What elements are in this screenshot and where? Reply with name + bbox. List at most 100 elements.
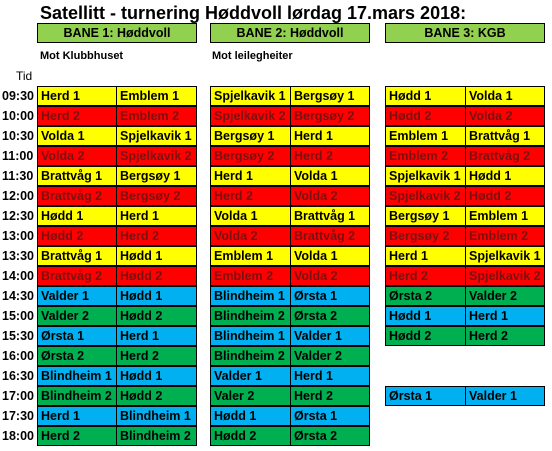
time-slot: 13:00 <box>2 229 34 243</box>
match-away-team: Brattvåg 1 <box>465 126 545 146</box>
match-home-team: Spjelkavik 1 <box>210 86 291 106</box>
match-home-team: Ørsta 2 <box>385 286 466 306</box>
match-away-team: Spjelkavik 2 <box>116 146 197 166</box>
match-away-team: Hødd 1 <box>465 166 545 186</box>
match-away-team: Volda 1 <box>465 86 545 106</box>
match-home-team: Brattvåg 1 <box>37 246 117 266</box>
match-home-team: Herd 1 <box>385 246 466 266</box>
time-slot: 11:30 <box>2 169 34 183</box>
match-away-team: Emblem 1 <box>465 206 545 226</box>
match-home-team: Bergsøy 1 <box>385 206 466 226</box>
match-away-team: Herd 2 <box>116 346 197 366</box>
match-away-team: Spjelkavik 1 <box>465 246 545 266</box>
match-away-team: Brattvåg 2 <box>290 226 370 246</box>
time-column-header: Tid <box>16 69 33 83</box>
match-home-team: Spjelkavik 2 <box>385 186 466 206</box>
match-home-team: Valder 1 <box>210 366 291 386</box>
match-home-team: Brattvåg 2 <box>37 186 117 206</box>
match-away-team: Hødd 1 <box>116 366 197 386</box>
match-away-team: Herd 1 <box>116 206 197 226</box>
match-away-team: Herd 1 <box>116 326 197 346</box>
match-home-team: Valer 2 <box>210 386 291 406</box>
time-slot: 14:00 <box>2 269 34 283</box>
match-home-team: Bergsøy 2 <box>210 146 291 166</box>
match-away-team: Brattvåg 2 <box>465 146 545 166</box>
match-home-team: Blindheim 2 <box>210 306 291 326</box>
time-slot: 15:30 <box>2 329 34 343</box>
match-home-team: Spjelkavik 2 <box>210 106 291 126</box>
match-away-team: Herd 2 <box>465 326 545 346</box>
match-home-team: Blindheim 2 <box>37 386 117 406</box>
match-away-team: Hødd 2 <box>116 386 197 406</box>
match-home-team: Volda 1 <box>210 206 291 226</box>
match-home-team: Hødd 1 <box>385 86 466 106</box>
match-home-team: Emblem 2 <box>210 266 291 286</box>
match-home-team: Blindheim 1 <box>37 366 117 386</box>
match-home-team: Hødd 2 <box>37 226 117 246</box>
match-home-team: Blindheim 1 <box>210 286 291 306</box>
match-away-team: Blindheim 2 <box>116 426 197 446</box>
match-away-team: Hødd 1 <box>116 246 197 266</box>
match-home-team: Herd 2 <box>37 106 117 126</box>
match-home-team: Hødd 1 <box>385 306 466 326</box>
match-away-team: Bergsøy 1 <box>116 166 197 186</box>
time-slot: 17:00 <box>2 389 34 403</box>
match-away-team: Valder 2 <box>465 286 545 306</box>
schedule-title: Satellitt - turnering Høddvoll lørdag 17… <box>40 3 467 23</box>
time-slot: 10:00 <box>2 109 34 123</box>
match-away-team: Emblem 1 <box>116 86 197 106</box>
match-home-team: Blindheim 1 <box>210 326 291 346</box>
time-slot: 11:00 <box>2 149 34 163</box>
time-slot: 15:00 <box>2 309 34 323</box>
match-home-team: Bergsøy 1 <box>210 126 291 146</box>
match-away-team: Valder 1 <box>465 386 545 406</box>
match-away-team: Herd 1 <box>465 306 545 326</box>
match-away-team: Valder 1 <box>290 326 370 346</box>
match-home-team: Brattvåg 2 <box>37 266 117 286</box>
match-away-team: Hødd 2 <box>465 186 545 206</box>
match-home-team: Herd 2 <box>385 266 466 286</box>
match-home-team: Emblem 1 <box>385 126 466 146</box>
match-away-team: Ørsta 1 <box>290 286 370 306</box>
match-away-team: Herd 1 <box>290 126 370 146</box>
time-slot: 16:00 <box>2 349 34 363</box>
court-2-header: BANE 2: Høddvoll <box>210 23 370 43</box>
match-away-team: Valder 2 <box>290 346 370 366</box>
match-home-team: Hødd 2 <box>385 326 466 346</box>
match-away-team: Hødd 2 <box>116 266 197 286</box>
match-away-team: Volda 1 <box>290 166 370 186</box>
match-home-team: Valder 1 <box>37 286 117 306</box>
match-home-team: Herd 2 <box>210 186 291 206</box>
time-slot: 16:30 <box>2 369 34 383</box>
match-away-team: Volda 2 <box>465 106 545 126</box>
match-home-team: Volda 1 <box>37 126 117 146</box>
match-home-team: Hødd 2 <box>210 426 291 446</box>
match-away-team: Herd 2 <box>116 226 197 246</box>
time-slot: 13:30 <box>2 249 34 263</box>
match-home-team: Bergsøy 2 <box>385 226 466 246</box>
court-1-header: BANE 1: Høddvoll <box>37 23 197 43</box>
match-away-team: Bergsøy 2 <box>290 106 370 126</box>
match-home-team: Brattvåg 1 <box>37 166 117 186</box>
court-3-header: BANE 3: KGB <box>385 23 545 43</box>
match-away-team: Volda 2 <box>290 186 370 206</box>
match-home-team: Volda 2 <box>37 146 117 166</box>
match-home-team: Hødd 2 <box>385 106 466 126</box>
match-away-team: Herd 2 <box>290 386 370 406</box>
match-home-team: Herd 1 <box>37 86 117 106</box>
match-home-team: Valder 2 <box>37 306 117 326</box>
match-away-team: Blindheim 1 <box>116 406 197 426</box>
match-home-team: Hødd 1 <box>37 206 117 226</box>
match-home-team: Ørsta 2 <box>37 346 117 366</box>
match-home-team: Blindheim 2 <box>210 346 291 366</box>
match-away-team: Bergsøy 1 <box>290 86 370 106</box>
match-home-team: Volda 2 <box>210 226 291 246</box>
match-home-team: Herd 2 <box>37 426 117 446</box>
court-1-subtitle: Mot Klubbhuset <box>40 50 124 62</box>
match-away-team: Hødd 1 <box>116 286 197 306</box>
time-slot: 12:30 <box>2 209 34 223</box>
match-home-team: Spjelkavik 1 <box>385 166 466 186</box>
match-away-team: Ørsta 2 <box>290 306 370 326</box>
court-2-subtitle: Mot leilegheiter <box>212 50 293 62</box>
match-home-team: Ørsta 1 <box>385 386 466 406</box>
